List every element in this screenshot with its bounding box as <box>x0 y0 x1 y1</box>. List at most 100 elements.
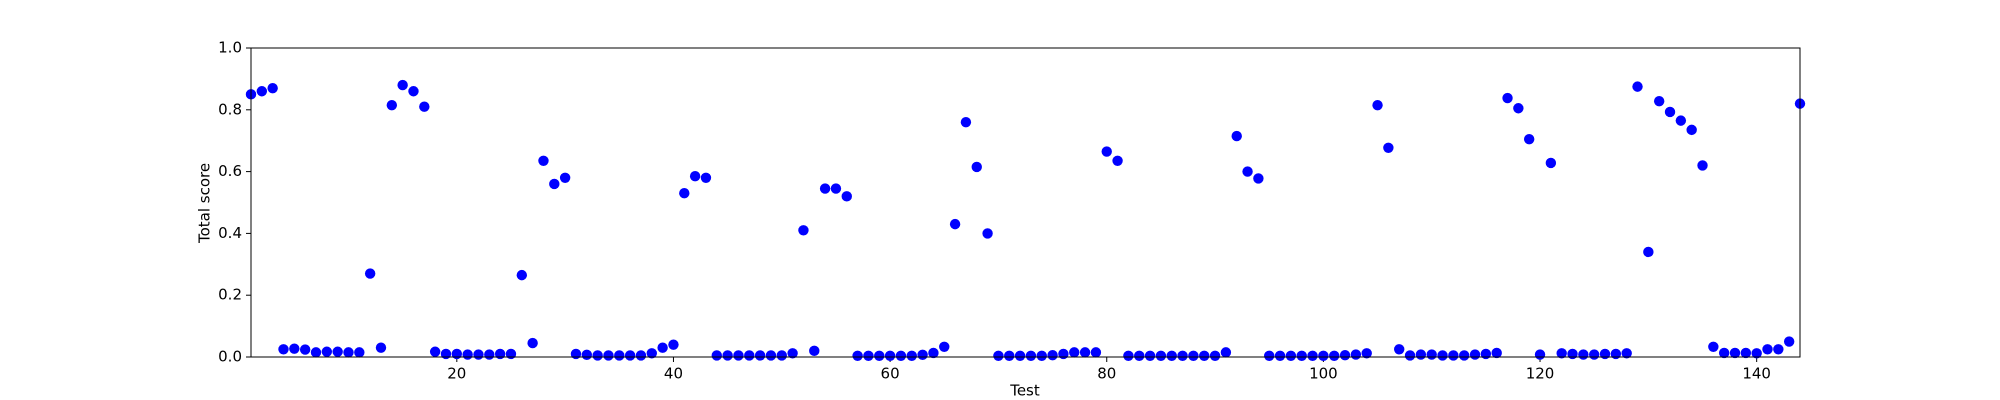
y-tick-label: 0.6 <box>218 162 242 180</box>
point <box>1307 350 1318 361</box>
point <box>754 350 766 361</box>
point <box>1697 160 1708 171</box>
point <box>1491 347 1502 359</box>
point <box>1588 349 1600 360</box>
point <box>906 350 917 361</box>
point <box>1643 246 1654 258</box>
point <box>1621 348 1632 359</box>
point <box>830 183 842 194</box>
point <box>1166 350 1177 361</box>
point <box>960 116 972 128</box>
point <box>592 350 603 361</box>
point <box>1231 130 1242 142</box>
y-tick-label: 0.2 <box>218 286 242 304</box>
point <box>1751 348 1762 359</box>
point <box>1480 348 1492 360</box>
point <box>1686 124 1697 136</box>
point <box>1545 157 1557 169</box>
y-axis-label: Total score <box>196 163 214 244</box>
point <box>917 349 928 361</box>
point <box>549 178 560 190</box>
point <box>1047 349 1058 361</box>
point <box>819 183 831 194</box>
point <box>1437 350 1448 361</box>
point <box>787 348 798 359</box>
point <box>1296 350 1307 361</box>
y-tick-label: 0.4 <box>218 224 242 242</box>
point <box>1318 350 1329 361</box>
point <box>668 339 679 350</box>
point <box>1177 350 1188 361</box>
point <box>1079 347 1091 358</box>
point <box>1664 106 1676 118</box>
point <box>614 350 625 361</box>
point <box>798 225 809 236</box>
point <box>1209 350 1221 361</box>
point <box>1404 350 1416 361</box>
point <box>624 350 636 361</box>
point <box>1134 350 1145 361</box>
point <box>928 347 939 359</box>
point <box>1513 103 1524 114</box>
point <box>267 82 278 94</box>
point <box>657 342 668 353</box>
point <box>505 348 517 360</box>
point <box>1394 344 1405 355</box>
point <box>971 161 982 173</box>
point <box>733 350 744 361</box>
point <box>299 344 311 355</box>
point <box>1708 341 1719 353</box>
point <box>1448 350 1459 361</box>
point <box>581 349 592 361</box>
x-axis-label: Test <box>1009 382 1040 400</box>
point <box>570 348 582 360</box>
point <box>559 172 571 183</box>
x-tick-label: 20 <box>447 365 466 383</box>
point <box>809 345 820 357</box>
point <box>1253 173 1264 184</box>
point <box>538 155 549 166</box>
x-tick-label: 40 <box>664 365 683 383</box>
point <box>1058 348 1069 360</box>
point <box>1361 348 1372 359</box>
point <box>473 349 484 360</box>
point <box>1274 350 1286 361</box>
point <box>289 343 300 354</box>
point <box>1415 349 1427 360</box>
point <box>343 347 354 358</box>
point <box>765 350 777 361</box>
point <box>1383 142 1394 154</box>
point <box>863 350 874 361</box>
point <box>993 350 1004 361</box>
point <box>1101 146 1112 157</box>
point <box>1653 95 1665 107</box>
point <box>1729 347 1741 359</box>
point <box>516 269 528 281</box>
point <box>744 350 755 361</box>
point <box>1675 115 1687 126</box>
point <box>1339 349 1351 361</box>
x-tick-label: 80 <box>1097 365 1116 383</box>
point <box>722 350 733 361</box>
point <box>1762 344 1773 355</box>
point <box>700 172 712 183</box>
point <box>354 347 365 358</box>
point <box>884 350 896 361</box>
y-tick-label: 0.8 <box>218 100 242 118</box>
point <box>1350 349 1362 360</box>
point <box>310 347 322 358</box>
point <box>1144 350 1156 361</box>
point <box>429 346 441 357</box>
point <box>462 349 473 360</box>
point <box>1329 350 1340 361</box>
point <box>494 348 506 360</box>
point <box>603 350 614 361</box>
point <box>1740 347 1752 359</box>
x-tick-label: 60 <box>881 365 900 383</box>
point <box>939 341 950 353</box>
point <box>1459 350 1470 361</box>
plot-frame <box>250 47 1801 358</box>
point <box>1567 348 1578 360</box>
